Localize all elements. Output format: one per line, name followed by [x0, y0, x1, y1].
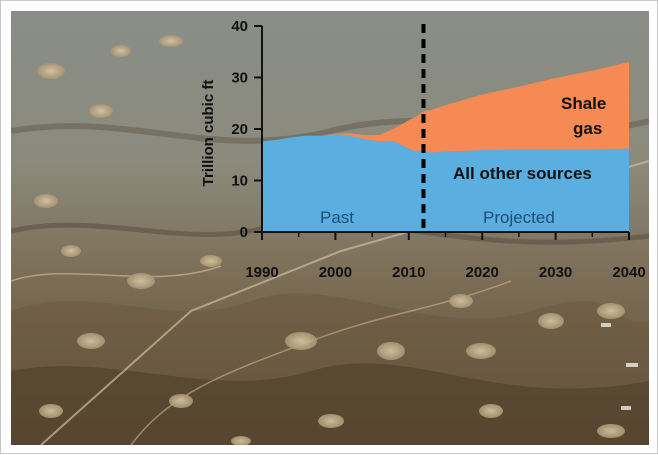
- y-tick-label-40: 40: [231, 18, 248, 35]
- y-tick-label-0: 0: [240, 224, 248, 241]
- label-shale-gas-line2: gas: [573, 119, 602, 138]
- area-labels: Shale gas All other sources Past Project…: [320, 94, 606, 227]
- area-all-other-sources: [262, 134, 629, 232]
- label-projected: Projected: [483, 208, 555, 227]
- area-shale-gas: [262, 62, 629, 153]
- x-tick-label-2000: 2000: [319, 264, 352, 281]
- x-tick-label-2010: 2010: [392, 264, 425, 281]
- label-shale-gas-line1: Shale: [561, 94, 606, 113]
- series-areas: [262, 62, 629, 232]
- label-past: Past: [320, 208, 354, 227]
- label-all-other-sources: All other sources: [453, 164, 592, 183]
- y-axis-title: Trillion cubic ft: [200, 80, 217, 187]
- y-tick-label-30: 30: [231, 70, 248, 87]
- x-tick-label-2020: 2020: [466, 264, 499, 281]
- y-tick-label-20: 20: [231, 121, 248, 138]
- y-tick-label-10: 10: [231, 173, 248, 190]
- x-tick-label-1990: 1990: [245, 264, 278, 281]
- x-tick-label-2030: 2030: [539, 264, 572, 281]
- x-tick-label-2040: 2040: [612, 264, 645, 281]
